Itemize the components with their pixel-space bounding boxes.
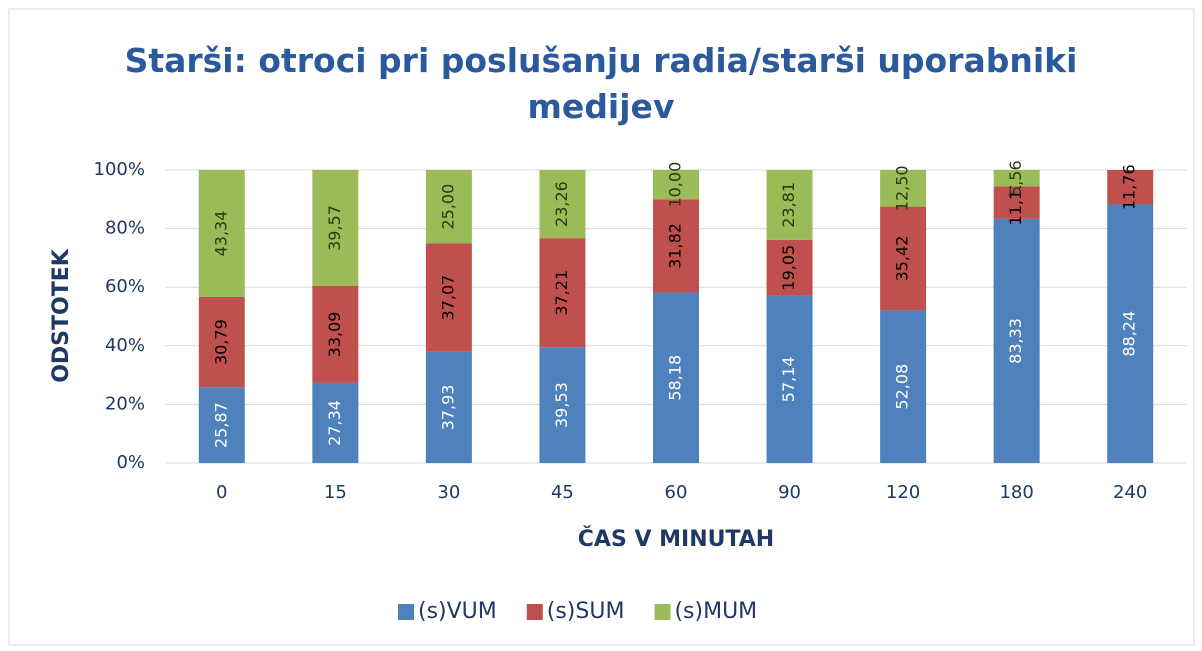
y-tick-label: 40% (105, 335, 145, 356)
bar-segment (766, 170, 813, 240)
bar-segment (880, 310, 927, 463)
bar-segment (198, 170, 245, 297)
data-label: 25,00 (438, 184, 457, 230)
y-axis-label: ODSTOTEK (49, 248, 74, 383)
data-label: 37,21 (552, 270, 571, 316)
y-tick-label: 0% (116, 452, 145, 473)
data-label: 23,26 (552, 181, 571, 227)
data-label: 10,00 (666, 162, 685, 208)
bar-segment (993, 170, 1040, 187)
legend-label: (s)SUM (547, 599, 625, 624)
data-label: 37,93 (438, 385, 457, 431)
y-tick-label: 20% (105, 393, 145, 414)
bar-segment (312, 285, 359, 383)
legend-label: (s)MUM (674, 599, 757, 624)
bar-segment (198, 387, 245, 463)
x-tick-label: 90 (778, 482, 801, 503)
legend-swatch (398, 604, 414, 620)
data-label: 11,11 (1006, 180, 1025, 226)
bar-segment (539, 347, 586, 463)
legend-swatch (654, 604, 671, 620)
bar-segment (1107, 170, 1154, 205)
x-tick-label: 0 (216, 482, 227, 503)
y-tick-label: 60% (105, 276, 145, 297)
data-label: 43,34 (211, 211, 230, 257)
data-label: 39,57 (325, 205, 344, 251)
x-tick-label: 30 (437, 482, 460, 503)
data-label: 5,56 (1006, 160, 1025, 196)
data-label: 57,14 (779, 356, 798, 402)
bar-segment (1107, 204, 1154, 464)
data-label: 33,09 (325, 312, 344, 358)
bar-segment (993, 218, 1040, 463)
data-label: 83,33 (1006, 318, 1025, 364)
data-label: 27,34 (325, 400, 344, 446)
bar-segment (880, 206, 927, 311)
data-label: 39,53 (552, 382, 571, 428)
data-label: 11,76 (1120, 164, 1139, 210)
x-tick-label: 120 (886, 482, 920, 503)
x-tick-label: 240 (1113, 482, 1147, 503)
bar-segment (425, 351, 472, 463)
data-label: 35,42 (893, 236, 912, 282)
x-tick-label: 45 (551, 482, 574, 503)
chart-border (8, 8, 1195, 646)
x-axis-label: ČAS V MINUTAH (578, 526, 774, 552)
data-label: 25,87 (211, 402, 230, 448)
x-tick-label: 180 (999, 482, 1033, 503)
bar-segment (539, 170, 586, 239)
data-label: 52,08 (893, 364, 912, 410)
bar-segment (653, 199, 699, 293)
bar-segment (653, 292, 699, 463)
y-tick-label: 80% (105, 218, 145, 239)
chart-title: Starši: otroci pri poslušanju radia/star… (124, 41, 1078, 126)
y-tick-label: 100% (94, 159, 145, 180)
bar-segment (993, 186, 1040, 219)
legend-label: (s)VUM (418, 599, 497, 624)
x-tick-label: 15 (324, 482, 347, 503)
bar-segment (198, 296, 245, 388)
bar-segment (312, 382, 359, 463)
bar-segment (653, 170, 699, 200)
data-label: 23,81 (779, 182, 798, 228)
bar-segment (312, 170, 359, 286)
data-label: 30,79 (211, 319, 230, 365)
data-label: 12,50 (893, 165, 912, 211)
x-tick-label: 60 (665, 482, 688, 503)
data-label: 58,18 (666, 355, 685, 401)
bar-segment (425, 170, 472, 244)
bar-segment (766, 239, 813, 296)
data-label: 88,24 (1120, 311, 1139, 357)
bar-segment (425, 243, 472, 352)
data-label: 31,82 (666, 223, 685, 269)
data-label: 37,07 (438, 275, 457, 321)
data-label: 19,05 (779, 245, 798, 291)
bar-segment (539, 238, 586, 348)
bar-segment (766, 295, 813, 463)
legend-swatch (526, 604, 543, 620)
bar-segment (880, 170, 927, 207)
